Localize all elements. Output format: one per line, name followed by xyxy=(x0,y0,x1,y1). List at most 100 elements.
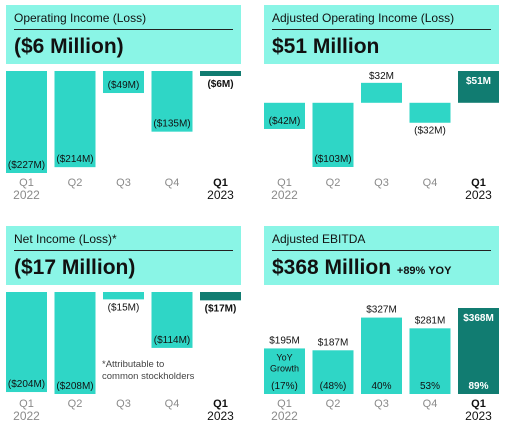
data-label: ($135M) xyxy=(153,119,190,130)
bar xyxy=(54,292,96,394)
headline-value: ($17 Million) xyxy=(14,256,136,279)
bar xyxy=(151,71,193,132)
header-divider xyxy=(272,29,491,30)
bar xyxy=(409,102,451,123)
panel-headline: $368 Million +89% YOY xyxy=(272,256,451,280)
bar xyxy=(151,292,193,348)
headline-value: $368 Million xyxy=(272,256,392,279)
x-tick-label: Q1 xyxy=(471,177,486,189)
data-label: ($204M) xyxy=(8,379,45,390)
x-tick-label: Q2 xyxy=(326,398,341,410)
yoy-growth-label: 40% xyxy=(371,381,391,392)
net-income-chart: ($204M)Q12022($208M)Q2($15M)Q3($114M)Q4(… xyxy=(6,292,241,423)
bar xyxy=(200,292,241,301)
panel-headline: $51 Million xyxy=(272,35,379,59)
data-label: ($17M) xyxy=(205,303,237,314)
x-tick-label: Q4 xyxy=(165,177,180,189)
x-tick-label: Q2 xyxy=(68,398,83,410)
panel-header: Adjusted EBITDA $368 Million +89% YOY xyxy=(264,226,499,285)
data-label: ($114M) xyxy=(154,335,191,346)
x-tick-year: 2023 xyxy=(207,409,234,423)
footnote: *Attributable to common stockholders xyxy=(102,359,194,383)
bar xyxy=(312,350,354,394)
operating-income-chart: ($227M) Q1 2022 ($214M) Q2 ($49M) Q3 ($135M) Q4 (… xyxy=(6,71,241,202)
bar xyxy=(409,328,451,394)
x-tick-label: Q1 xyxy=(277,398,292,410)
x-tick-label: Q3 xyxy=(116,177,131,189)
panel-title: Net Income (Loss)* xyxy=(14,232,117,246)
x-tick-label: Q1 xyxy=(471,398,486,410)
x-tick-year: 2022 xyxy=(13,188,40,202)
x-tick-year: 2023 xyxy=(207,188,234,202)
headline-value: $51 Million xyxy=(272,35,380,58)
data-label: ($208M) xyxy=(56,381,93,392)
bar xyxy=(458,71,499,103)
x-tick-label: Q3 xyxy=(374,398,389,410)
x-tick-year: 2022 xyxy=(13,409,40,423)
bar xyxy=(264,348,305,394)
data-label: ($15M) xyxy=(108,302,140,313)
data-label: ($227M) xyxy=(8,160,45,171)
x-tick-label: Q1 xyxy=(213,177,228,189)
data-label: ($49M) xyxy=(108,80,140,91)
data-label: $187M xyxy=(318,337,349,348)
data-label: ($214M) xyxy=(56,154,93,165)
x-tick-label: Q1 xyxy=(277,177,292,189)
data-label: $368M xyxy=(463,313,494,324)
panel-header: Adjusted Operating Income (Loss) $51 Mil… xyxy=(264,5,499,64)
operating-income-panel: Operating Income (Loss) ($6 Million) ($2… xyxy=(6,5,246,213)
data-label: ($42M) xyxy=(269,116,301,127)
bar xyxy=(6,292,47,393)
data-label: $51M xyxy=(466,76,491,87)
bar xyxy=(200,71,241,76)
x-tick-label: Q4 xyxy=(423,177,438,189)
data-label: $281M xyxy=(415,315,446,326)
bar xyxy=(264,102,305,129)
panel-header: Net Income (Loss)* ($17 Million) xyxy=(6,226,241,285)
net-income-panel: Net Income (Loss)* ($17 Million) ($204M)… xyxy=(6,226,246,434)
panel-headline: ($6 Million) xyxy=(14,35,124,59)
bar xyxy=(103,292,144,300)
x-tick-year: 2022 xyxy=(271,188,298,202)
bar xyxy=(458,308,499,394)
yoy-growth-title: Growth xyxy=(270,363,299,373)
bar xyxy=(361,317,402,394)
yoy-growth-label: 53% xyxy=(420,381,440,392)
data-label: ($32M) xyxy=(414,126,446,137)
x-tick-label: Q3 xyxy=(374,177,389,189)
x-tick-year: 2023 xyxy=(465,409,492,423)
adjusted-operating-income-panel: Adjusted Operating Income (Loss) $51 Mil… xyxy=(264,5,504,213)
yoy-growth-title: YoY xyxy=(276,352,292,362)
x-tick-label: Q2 xyxy=(68,177,83,189)
x-tick-year: 2022 xyxy=(271,409,298,423)
header-divider xyxy=(14,250,233,251)
data-label: $195M xyxy=(269,335,300,346)
x-tick-label: Q2 xyxy=(326,177,341,189)
panel-title: Operating Income (Loss) xyxy=(14,11,147,25)
data-label: ($6M) xyxy=(207,79,233,90)
footnote-line: common stockholders xyxy=(102,371,195,382)
x-tick-label: Q1 xyxy=(213,398,228,410)
bar xyxy=(6,71,47,173)
data-label: $327M xyxy=(366,305,397,316)
panel-header: Operating Income (Loss) ($6 Million) xyxy=(6,5,241,64)
x-tick-label: Q4 xyxy=(423,398,438,410)
yoy-growth-label: (17%) xyxy=(271,381,298,392)
panel-title: Adjusted EBITDA xyxy=(272,232,366,246)
headline-value: ($6 Million) xyxy=(14,35,124,58)
header-divider xyxy=(272,250,491,251)
yoy-growth-label: 89% xyxy=(468,381,488,392)
yoy-growth-badge: +89% YOY xyxy=(396,265,452,277)
footnote-line: *Attributable to xyxy=(102,359,165,370)
header-divider xyxy=(14,29,233,30)
adjusted-ebitda-panel: Adjusted EBITDA $368 Million +89% YOY $1… xyxy=(264,226,504,434)
bar xyxy=(103,71,144,94)
x-tick-year: 2023 xyxy=(465,188,492,202)
bar xyxy=(361,82,402,103)
panel-headline: ($17 Million) xyxy=(14,256,135,280)
x-tick-label: Q4 xyxy=(165,398,180,410)
panel-title: Adjusted Operating Income (Loss) xyxy=(272,11,455,25)
adjusted-ebitda-chart: $195M(17%)YoYGrowthQ12022$187M(48%)Q2$32… xyxy=(264,305,499,423)
x-tick-label: Q1 xyxy=(19,398,34,410)
x-tick-label: Q3 xyxy=(116,398,131,410)
